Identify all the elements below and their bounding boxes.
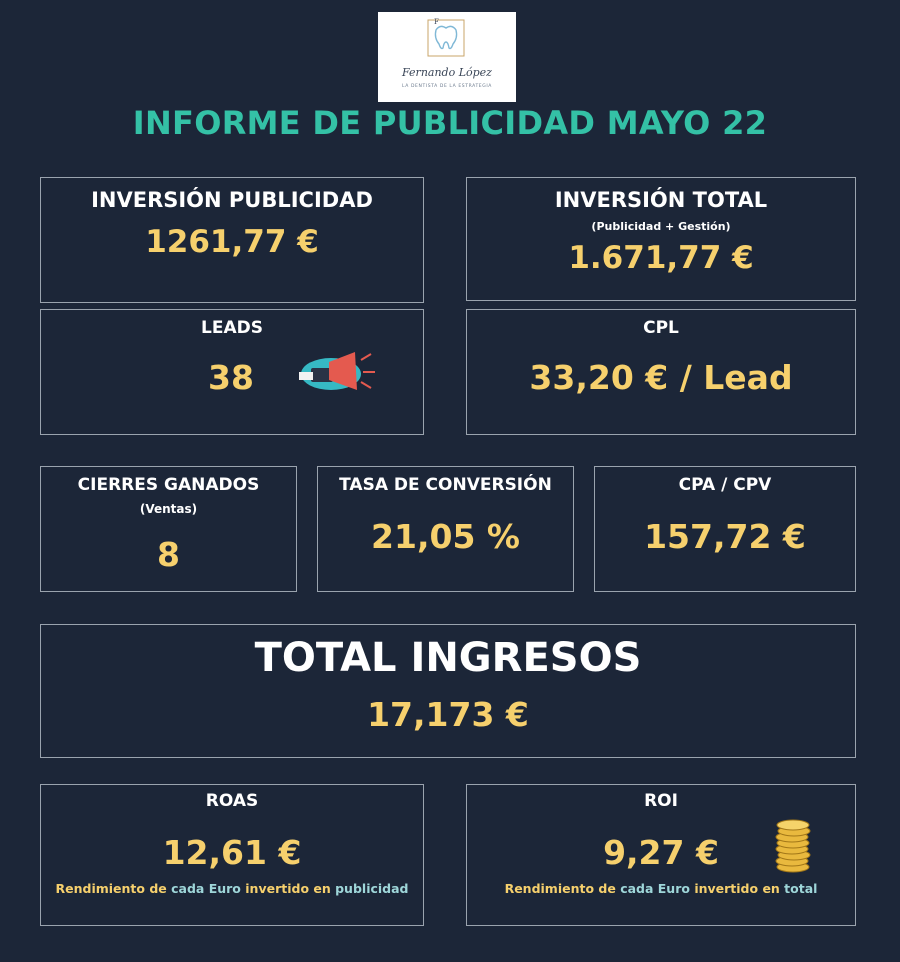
logo: F Fernando López LA DENTISTA DE LA ESTRA… (378, 12, 516, 102)
roi-card: ROI 9,27 € Rendimiento de cada Euro inve… (466, 784, 856, 926)
cpa-value: 157,72 € (644, 517, 806, 556)
tasa-label: TASA DE CONVERSIÓN (339, 475, 552, 495)
roas-card: ROAS 12,61 € Rendimiento de cada Euro in… (40, 784, 424, 926)
logo-tagline: LA DENTISTA DE LA ESTRATEGIA (402, 84, 492, 89)
cierres-sublabel: (Ventas) (139, 502, 198, 516)
inversion-publicidad-label: INVERSIÓN PUBLICIDAD (91, 188, 373, 212)
coins-stack-icon (775, 819, 811, 873)
roas-value: 12,61 € (162, 833, 302, 872)
roas-note: Rendimiento de cada Euro invertido en pu… (41, 881, 423, 896)
inversion-publicidad-card: INVERSIÓN PUBLICIDAD 1261,77 € (40, 177, 424, 303)
svg-text:F: F (434, 18, 439, 26)
inversion-total-value: 1.671,77 € (568, 240, 754, 276)
tasa-card: TASA DE CONVERSIÓN 21,05 % (317, 466, 574, 592)
roi-note-b: cada Euro (620, 881, 690, 896)
inversion-publicidad-value: 1261,77 € (145, 224, 319, 260)
cierres-value: 8 (157, 535, 180, 574)
roi-note: Rendimiento de cada Euro invertido en to… (467, 881, 855, 896)
tooth-icon: F (427, 18, 465, 57)
logo-brand: Fernando López (402, 66, 492, 79)
megaphone-icon (299, 352, 375, 390)
cierres-label: CIERRES GANADOS (77, 475, 260, 495)
leads-card: LEADS 38 (40, 309, 424, 435)
roas-note-a: Rendimiento de (55, 881, 172, 896)
roas-note-c: invertido en (240, 881, 336, 896)
inversion-total-sublabel: (Publicidad + Gestión) (591, 220, 731, 233)
roi-value: 9,27 € (603, 833, 719, 872)
page-title: INFORME DE PUBLICIDAD MAYO 22 (132, 104, 768, 142)
total-ingresos-value: 17,173 € (367, 695, 529, 734)
total-ingresos-label: TOTAL INGRESOS (254, 635, 642, 681)
roas-label: ROAS (205, 791, 259, 811)
inversion-total-label: INVERSIÓN TOTAL (554, 188, 768, 212)
tasa-value: 21,05 % (371, 517, 520, 556)
roi-note-a: Rendimiento de (504, 881, 621, 896)
roas-note-d: publicidad (335, 881, 409, 896)
cierres-card: CIERRES GANADOS (Ventas) 8 (40, 466, 297, 592)
roi-label: ROI (644, 791, 678, 811)
total-ingresos-card: TOTAL INGRESOS 17,173 € (40, 624, 856, 758)
roas-note-b: cada Euro (171, 881, 241, 896)
leads-label: LEADS (201, 318, 263, 338)
cpl-label: CPL (643, 318, 679, 338)
inversion-total-card: INVERSIÓN TOTAL (Publicidad + Gestión) 1… (466, 177, 856, 301)
leads-value: 38 (208, 358, 254, 397)
cpl-value: 33,20 € / Lead (529, 358, 793, 397)
cpa-label: CPA / CPV (678, 475, 772, 495)
cpl-card: CPL 33,20 € / Lead (466, 309, 856, 435)
roi-note-c: invertido en (689, 881, 785, 896)
cpa-card: CPA / CPV 157,72 € (594, 466, 856, 592)
roi-note-d: total (784, 881, 818, 896)
